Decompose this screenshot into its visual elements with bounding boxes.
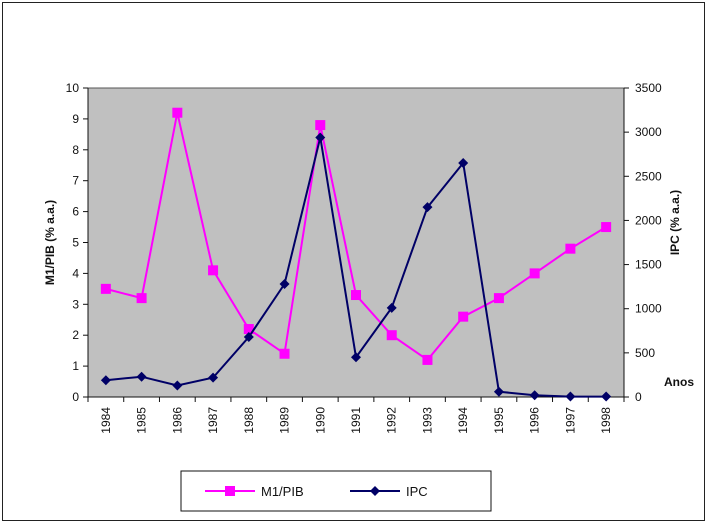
data-point — [100, 283, 111, 294]
x-tick-label: 1994 — [456, 407, 470, 434]
right-tick-label: 500 — [635, 346, 655, 360]
data-point — [279, 348, 290, 359]
x-tick-label: 1987 — [206, 407, 220, 434]
left-tick-label: 5 — [72, 236, 79, 250]
legend-label: M1/PIB — [261, 484, 304, 499]
data-point — [351, 290, 361, 301]
x-axis-title: Anos — [664, 375, 694, 389]
right-axis-title: IPC (% a.a.) — [668, 190, 682, 255]
left-tick-label: 1 — [72, 359, 79, 373]
data-point — [493, 293, 504, 304]
left-tick-label: 8 — [72, 143, 79, 157]
legend-item: IPC — [350, 484, 428, 499]
data-point — [172, 107, 183, 118]
x-tick-label: 1996 — [528, 407, 542, 434]
right-tick-label: 3500 — [635, 81, 662, 95]
data-point — [243, 331, 254, 342]
data-point — [279, 278, 290, 289]
data-point — [565, 391, 576, 402]
data-point — [458, 311, 469, 322]
data-point — [458, 158, 469, 169]
right-tick-label: 3000 — [635, 125, 662, 139]
data-point — [493, 386, 504, 397]
x-tick-label: 1992 — [385, 407, 399, 434]
left-tick-label: 3 — [72, 297, 79, 311]
data-point — [136, 371, 147, 382]
x-tick-label: 1985 — [135, 407, 149, 434]
x-tick-label: 1993 — [420, 407, 434, 434]
x-tick-label: 1998 — [599, 407, 613, 434]
data-point — [601, 391, 612, 402]
left-tick-label: 2 — [72, 328, 79, 342]
data-point — [243, 324, 254, 335]
left-tick-label: 0 — [72, 390, 79, 404]
legend-item: M1/PIB — [205, 484, 304, 499]
data-point — [100, 375, 111, 386]
right-y-axis: 0 500 1000 1500 2000 2500 3000 3500 — [623, 81, 662, 404]
x-tick-label: 1988 — [242, 407, 256, 434]
series-m1-pib — [100, 107, 612, 365]
legend-marker — [370, 486, 380, 496]
series-ipc — [100, 132, 612, 402]
x-tick-label: 1990 — [313, 407, 327, 434]
left-axis-title: M1/PIB (% a.a.) — [43, 200, 57, 285]
data-point — [136, 293, 147, 304]
right-tick-label: 1000 — [635, 302, 662, 316]
legend-label: IPC — [406, 484, 428, 499]
data-point — [601, 222, 612, 233]
data-point — [422, 202, 433, 213]
right-tick-label: 2500 — [635, 169, 662, 183]
series-layer — [100, 107, 612, 402]
data-point — [529, 390, 540, 401]
data-point — [386, 302, 397, 313]
legend-marker — [225, 486, 235, 496]
left-tick-label: 10 — [66, 81, 80, 95]
legend: M1/PIB IPC — [180, 470, 492, 512]
x-tick-label: 1995 — [492, 407, 506, 434]
data-point — [351, 352, 361, 363]
data-point — [315, 120, 326, 131]
left-tick-label: 6 — [72, 205, 79, 219]
data-point — [529, 268, 540, 279]
data-point — [208, 265, 219, 276]
left-tick-label: 9 — [72, 112, 79, 126]
x-tick-label: 1986 — [170, 407, 184, 434]
data-point — [565, 243, 576, 254]
data-point — [422, 354, 433, 365]
data-point — [315, 132, 326, 143]
x-tick-label: 1997 — [563, 407, 577, 434]
plot-area — [87, 87, 625, 398]
data-point — [208, 372, 219, 383]
right-tick-label: 1500 — [635, 258, 662, 272]
right-tick-label: 2000 — [635, 213, 662, 227]
data-point — [386, 330, 397, 341]
x-tick-label: 1991 — [349, 407, 363, 434]
left-tick-label: 7 — [72, 174, 79, 188]
x-axis: 1984 1985 1986 1987 1988 1989 1990 1991 1992 1993… — [87, 396, 625, 434]
x-tick-label: 1989 — [278, 407, 292, 434]
left-y-axis: 0 1 2 3 4 5 6 7 8 9 10 — [66, 81, 89, 404]
data-point — [172, 380, 183, 391]
x-tick-label: 1984 — [99, 407, 113, 434]
left-tick-label: 4 — [72, 266, 79, 280]
right-tick-label: 0 — [635, 390, 642, 404]
